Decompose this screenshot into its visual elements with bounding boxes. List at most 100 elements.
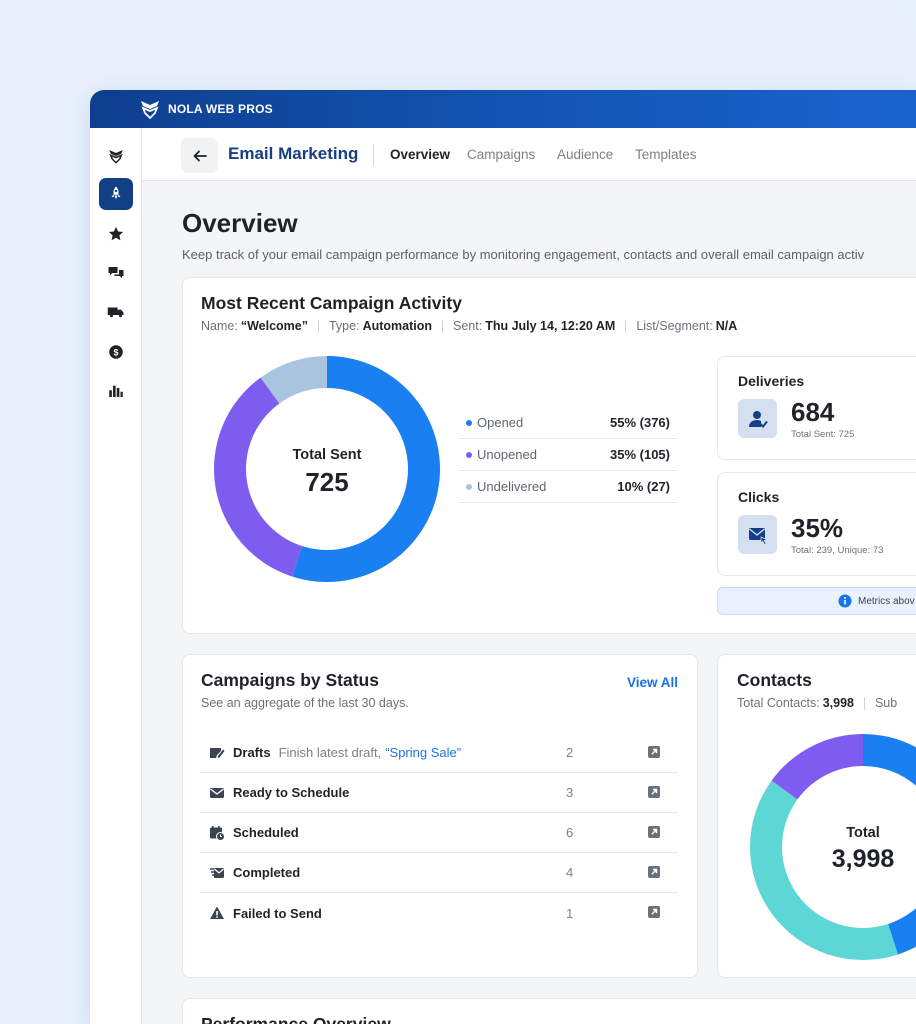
- tab-templates[interactable]: Templates: [635, 147, 697, 162]
- clicks-value: 35%: [791, 513, 844, 543]
- legend-value: 55% (376): [610, 415, 670, 430]
- contacts-meta: Total Contacts: 3,998 Sub: [737, 696, 897, 710]
- status-count: 1: [566, 905, 574, 921]
- clicks-title: Clicks: [738, 489, 780, 505]
- campaigns-status-card: [182, 654, 698, 978]
- nav-divider: [373, 144, 374, 166]
- status-row-failed[interactable]: Failed to Send 1: [200, 893, 678, 933]
- status-note: Finish latest draft,: [278, 745, 382, 760]
- recent-activity-title: Most Recent Campaign Activity: [201, 293, 462, 313]
- deliveries-sub: Total Sent: 725: [791, 429, 855, 440]
- metrics-info-banner: Metrics abov: [717, 587, 916, 615]
- warning-icon: [209, 905, 225, 921]
- donut-center-label: Total Sent: [292, 447, 361, 463]
- spring-sale-link[interactable]: “Spring Sale”: [385, 745, 462, 760]
- legend-row-opened: Opened 55% (376): [459, 407, 677, 439]
- contacts-title: Contacts: [737, 670, 812, 690]
- legend-dot: [466, 419, 472, 426]
- contacts-donut-label: Total: [846, 825, 880, 841]
- sidebar-logo[interactable]: [99, 140, 133, 172]
- status-row-ready[interactable]: Ready to Schedule 3: [200, 773, 678, 813]
- info-icon: [838, 594, 852, 608]
- contacts-donut-chart: Total 3,998: [750, 734, 916, 960]
- rocket-icon: [111, 186, 121, 200]
- tab-audience[interactable]: Audience: [557, 147, 614, 162]
- meta-separator: [625, 319, 627, 333]
- tab-overview[interactable]: Overview: [390, 147, 451, 162]
- top-navigation: Email Marketing Overview Campaigns Audie…: [142, 128, 916, 181]
- view-all-link[interactable]: View All: [627, 675, 679, 690]
- bar-chart-icon: [109, 385, 123, 397]
- app-window: NOLA WEB PROS: [90, 90, 916, 1024]
- sidebar-item-conversations[interactable]: [99, 257, 133, 289]
- meta-sent-value: Thu July 14, 12:20 AM: [485, 319, 616, 333]
- sidebar-item-rocket[interactable]: [99, 178, 133, 210]
- meta-type-value: Automation: [362, 319, 432, 333]
- contacts-meta-key: Total Contacts:: [737, 696, 820, 710]
- page-subtitle: Keep track of your email campaign perfor…: [182, 247, 865, 262]
- legend-label: Opened: [477, 415, 524, 430]
- legend-row-undelivered: Undelivered 10% (27): [459, 471, 677, 503]
- legend-label: Unopened: [477, 447, 537, 462]
- contacts-slice-teal: [750, 780, 898, 960]
- status-count: 6: [566, 825, 574, 840]
- status-label: Drafts: [233, 745, 271, 760]
- status-row-drafts[interactable]: Drafts Finish latest draft, “Spring Sale…: [200, 733, 678, 773]
- meta-name-value: “Welcome”: [240, 319, 308, 333]
- open-external-icon[interactable]: [647, 905, 661, 919]
- open-external-icon[interactable]: [647, 785, 661, 799]
- recent-activity-meta: Name: “Welcome” Type: Automation Sent: T…: [201, 319, 737, 333]
- deliveries-value: 684: [791, 397, 835, 427]
- performance-card: [182, 998, 916, 1024]
- sidebar-item-reports[interactable]: [99, 375, 133, 407]
- svg-text:$: $: [113, 347, 118, 357]
- contacts-meta-value: 3,998: [822, 696, 854, 710]
- draft-icon: [209, 745, 225, 761]
- user-check-icon: [738, 399, 777, 438]
- sidebar-item-payments[interactable]: $: [99, 336, 133, 368]
- brand-name: NOLA WEB PROS: [168, 102, 273, 116]
- meta-sent-key: Sent:: [453, 319, 483, 333]
- legend-value: 10% (27): [617, 479, 670, 494]
- status-count: 4: [566, 865, 574, 880]
- arrow-left-icon: [193, 150, 207, 161]
- calendar-clock-icon: [209, 825, 225, 841]
- donut-slice-undelivered: [260, 356, 327, 404]
- back-button[interactable]: [181, 138, 218, 173]
- status-label: Completed: [233, 865, 301, 880]
- brand-bar: NOLA WEB PROS: [90, 90, 916, 128]
- open-external-icon[interactable]: [647, 745, 661, 759]
- sidebar-item-favorites[interactable]: [99, 218, 133, 250]
- mail-cursor-icon: [738, 515, 777, 554]
- sent-donut-chart: Total Sent 725: [214, 356, 440, 582]
- open-external-icon[interactable]: [647, 825, 661, 839]
- deliveries-card[interactable]: Deliveries 684 Total Sent: 725: [717, 356, 916, 460]
- meta-separator: [863, 696, 865, 710]
- shield-logo-icon: [141, 101, 159, 120]
- open-external-icon[interactable]: [647, 865, 661, 879]
- star-icon: [108, 226, 124, 241]
- deliveries-title: Deliveries: [738, 373, 805, 389]
- app-title: Email Marketing: [228, 144, 359, 163]
- clicks-card[interactable]: Clicks 35% Total: 239, Unique: 73: [717, 472, 916, 576]
- donut-slice-unopened: [214, 377, 302, 577]
- meta-separator: [442, 319, 443, 333]
- contacts-meta-trail: Sub: [874, 696, 898, 710]
- legend-row-unopened: Unopened 35% (105): [459, 439, 677, 471]
- info-banner-text: Metrics abov: [858, 595, 915, 607]
- status-label: Scheduled: [233, 825, 299, 840]
- meta-name-key: Name:: [201, 319, 238, 333]
- legend-dot: [466, 451, 472, 458]
- contacts-donut-clip: Total 3,998: [717, 710, 916, 978]
- shield-logo-icon: [109, 150, 123, 164]
- truck-icon: [107, 307, 124, 318]
- contacts-slice-purple: [771, 734, 863, 800]
- donut-center-value: 725: [305, 467, 348, 497]
- clicks-sub: Total: 239, Unique: 73: [791, 545, 884, 556]
- status-row-scheduled[interactable]: Scheduled 6: [200, 813, 678, 853]
- legend-value: 35% (105): [610, 447, 670, 462]
- status-row-completed[interactable]: Completed 4: [200, 853, 678, 893]
- sidebar-item-delivery[interactable]: [99, 296, 133, 328]
- status-label: Ready to Schedule: [233, 785, 350, 800]
- tab-campaigns[interactable]: Campaigns: [467, 147, 536, 162]
